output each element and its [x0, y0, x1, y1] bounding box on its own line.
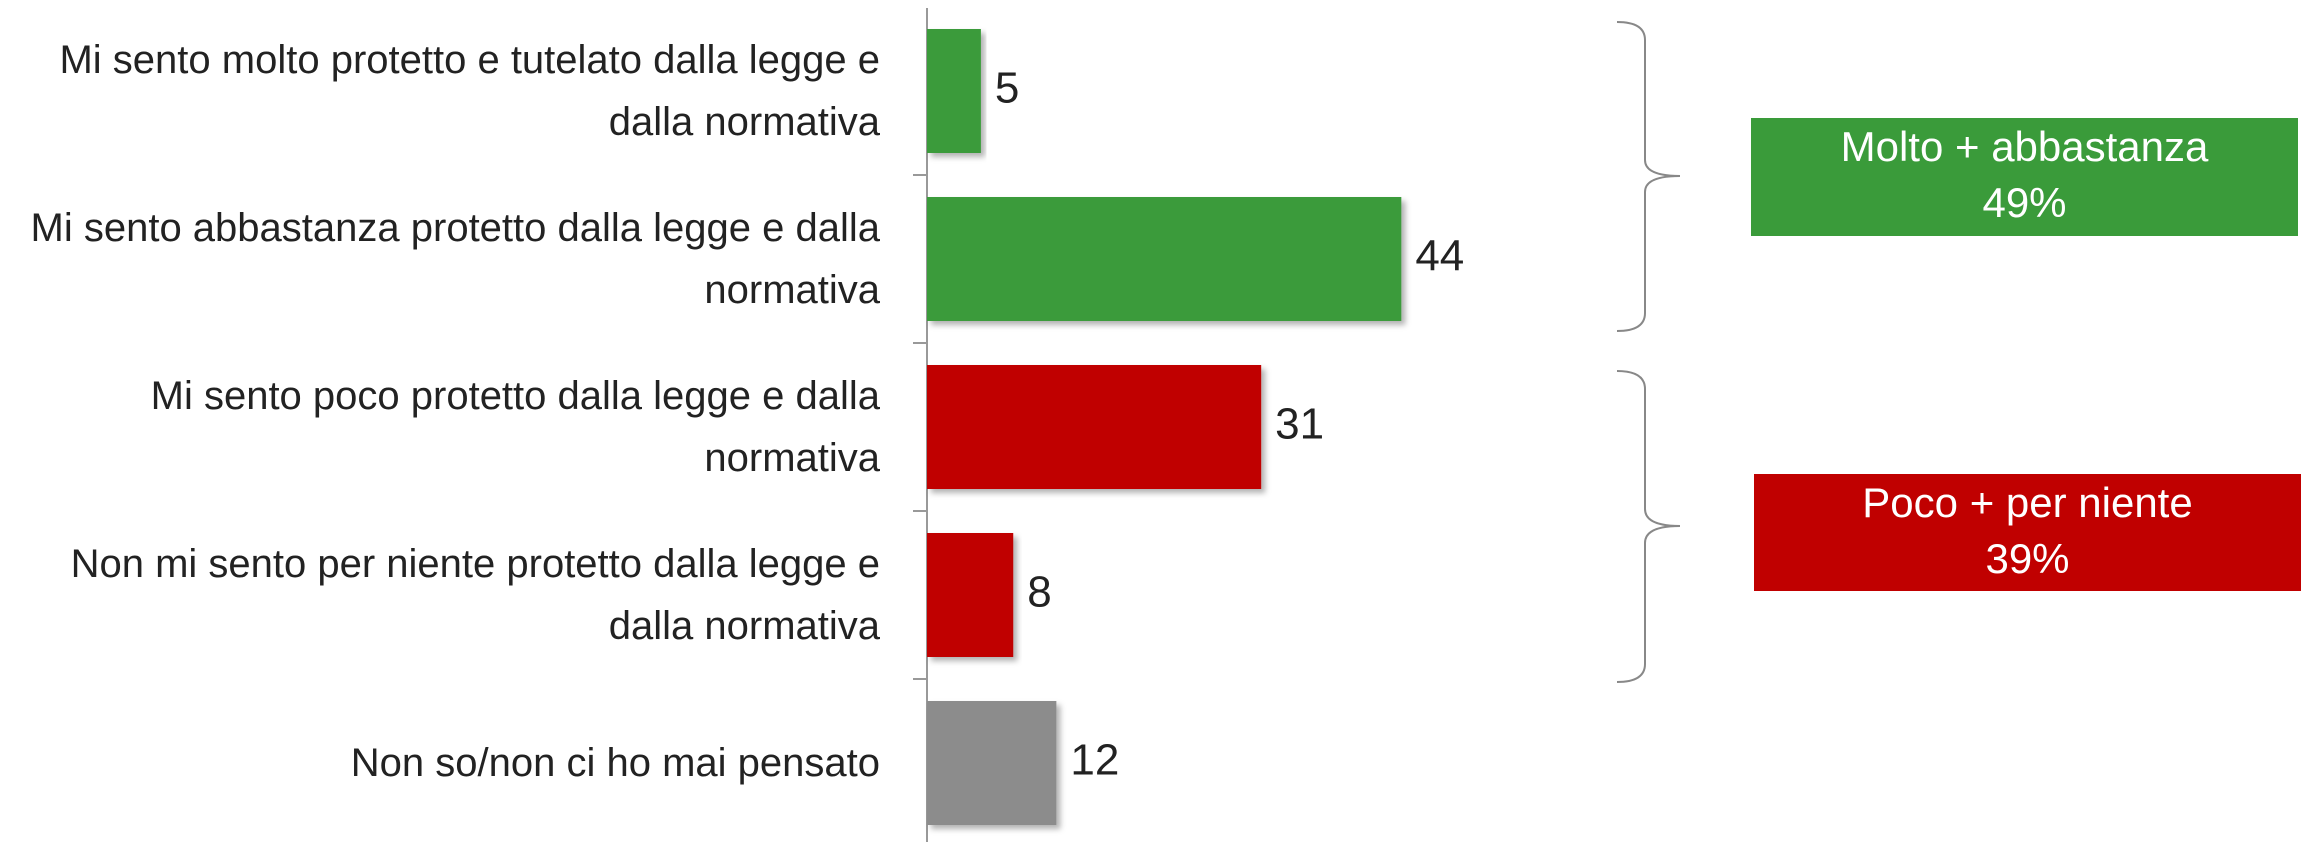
category-label-box: Mi sento molto protetto e tutelato dalla…	[59, 38, 880, 144]
value-label: 31	[1275, 400, 1324, 449]
summary-value: 49%	[1982, 179, 2066, 226]
summary-value: 39%	[1985, 535, 2069, 582]
brace	[1616, 21, 1681, 332]
category-label-box: Mi sento abbastanza protetto dalla legge…	[30, 206, 880, 312]
bar	[927, 533, 1014, 657]
summary-text: Poco + per niente	[1862, 479, 2192, 526]
summary-box	[1751, 118, 2298, 236]
category-label-box: Mi sento poco protetto dalla legge e dal…	[150, 374, 880, 480]
value-label: 5	[995, 64, 1019, 113]
summary-text: Molto + abbastanza	[1841, 123, 2209, 170]
category-label: Mi sento molto protetto e tutelato dalla…	[59, 38, 880, 144]
bar	[927, 365, 1262, 489]
category-label: Non so/non ci ho mai pensato	[350, 741, 880, 785]
bar	[927, 197, 1402, 321]
category-label: Non mi sento per niente protetto dalla l…	[70, 542, 880, 648]
bar	[927, 701, 1057, 825]
value-label: 8	[1027, 568, 1051, 617]
brace	[1616, 370, 1681, 683]
value-label: 12	[1070, 736, 1119, 785]
summary-box	[1754, 474, 2301, 591]
category-label: Mi sento poco protetto dalla legge e dal…	[150, 374, 880, 480]
category-label-box: Non so/non ci ho mai pensato	[350, 741, 880, 785]
category-label-box: Non mi sento per niente protetto dalla l…	[70, 542, 880, 648]
value-label: 44	[1415, 232, 1464, 281]
category-label: Mi sento abbastanza protetto dalla legge…	[30, 206, 880, 312]
bar	[927, 29, 981, 153]
